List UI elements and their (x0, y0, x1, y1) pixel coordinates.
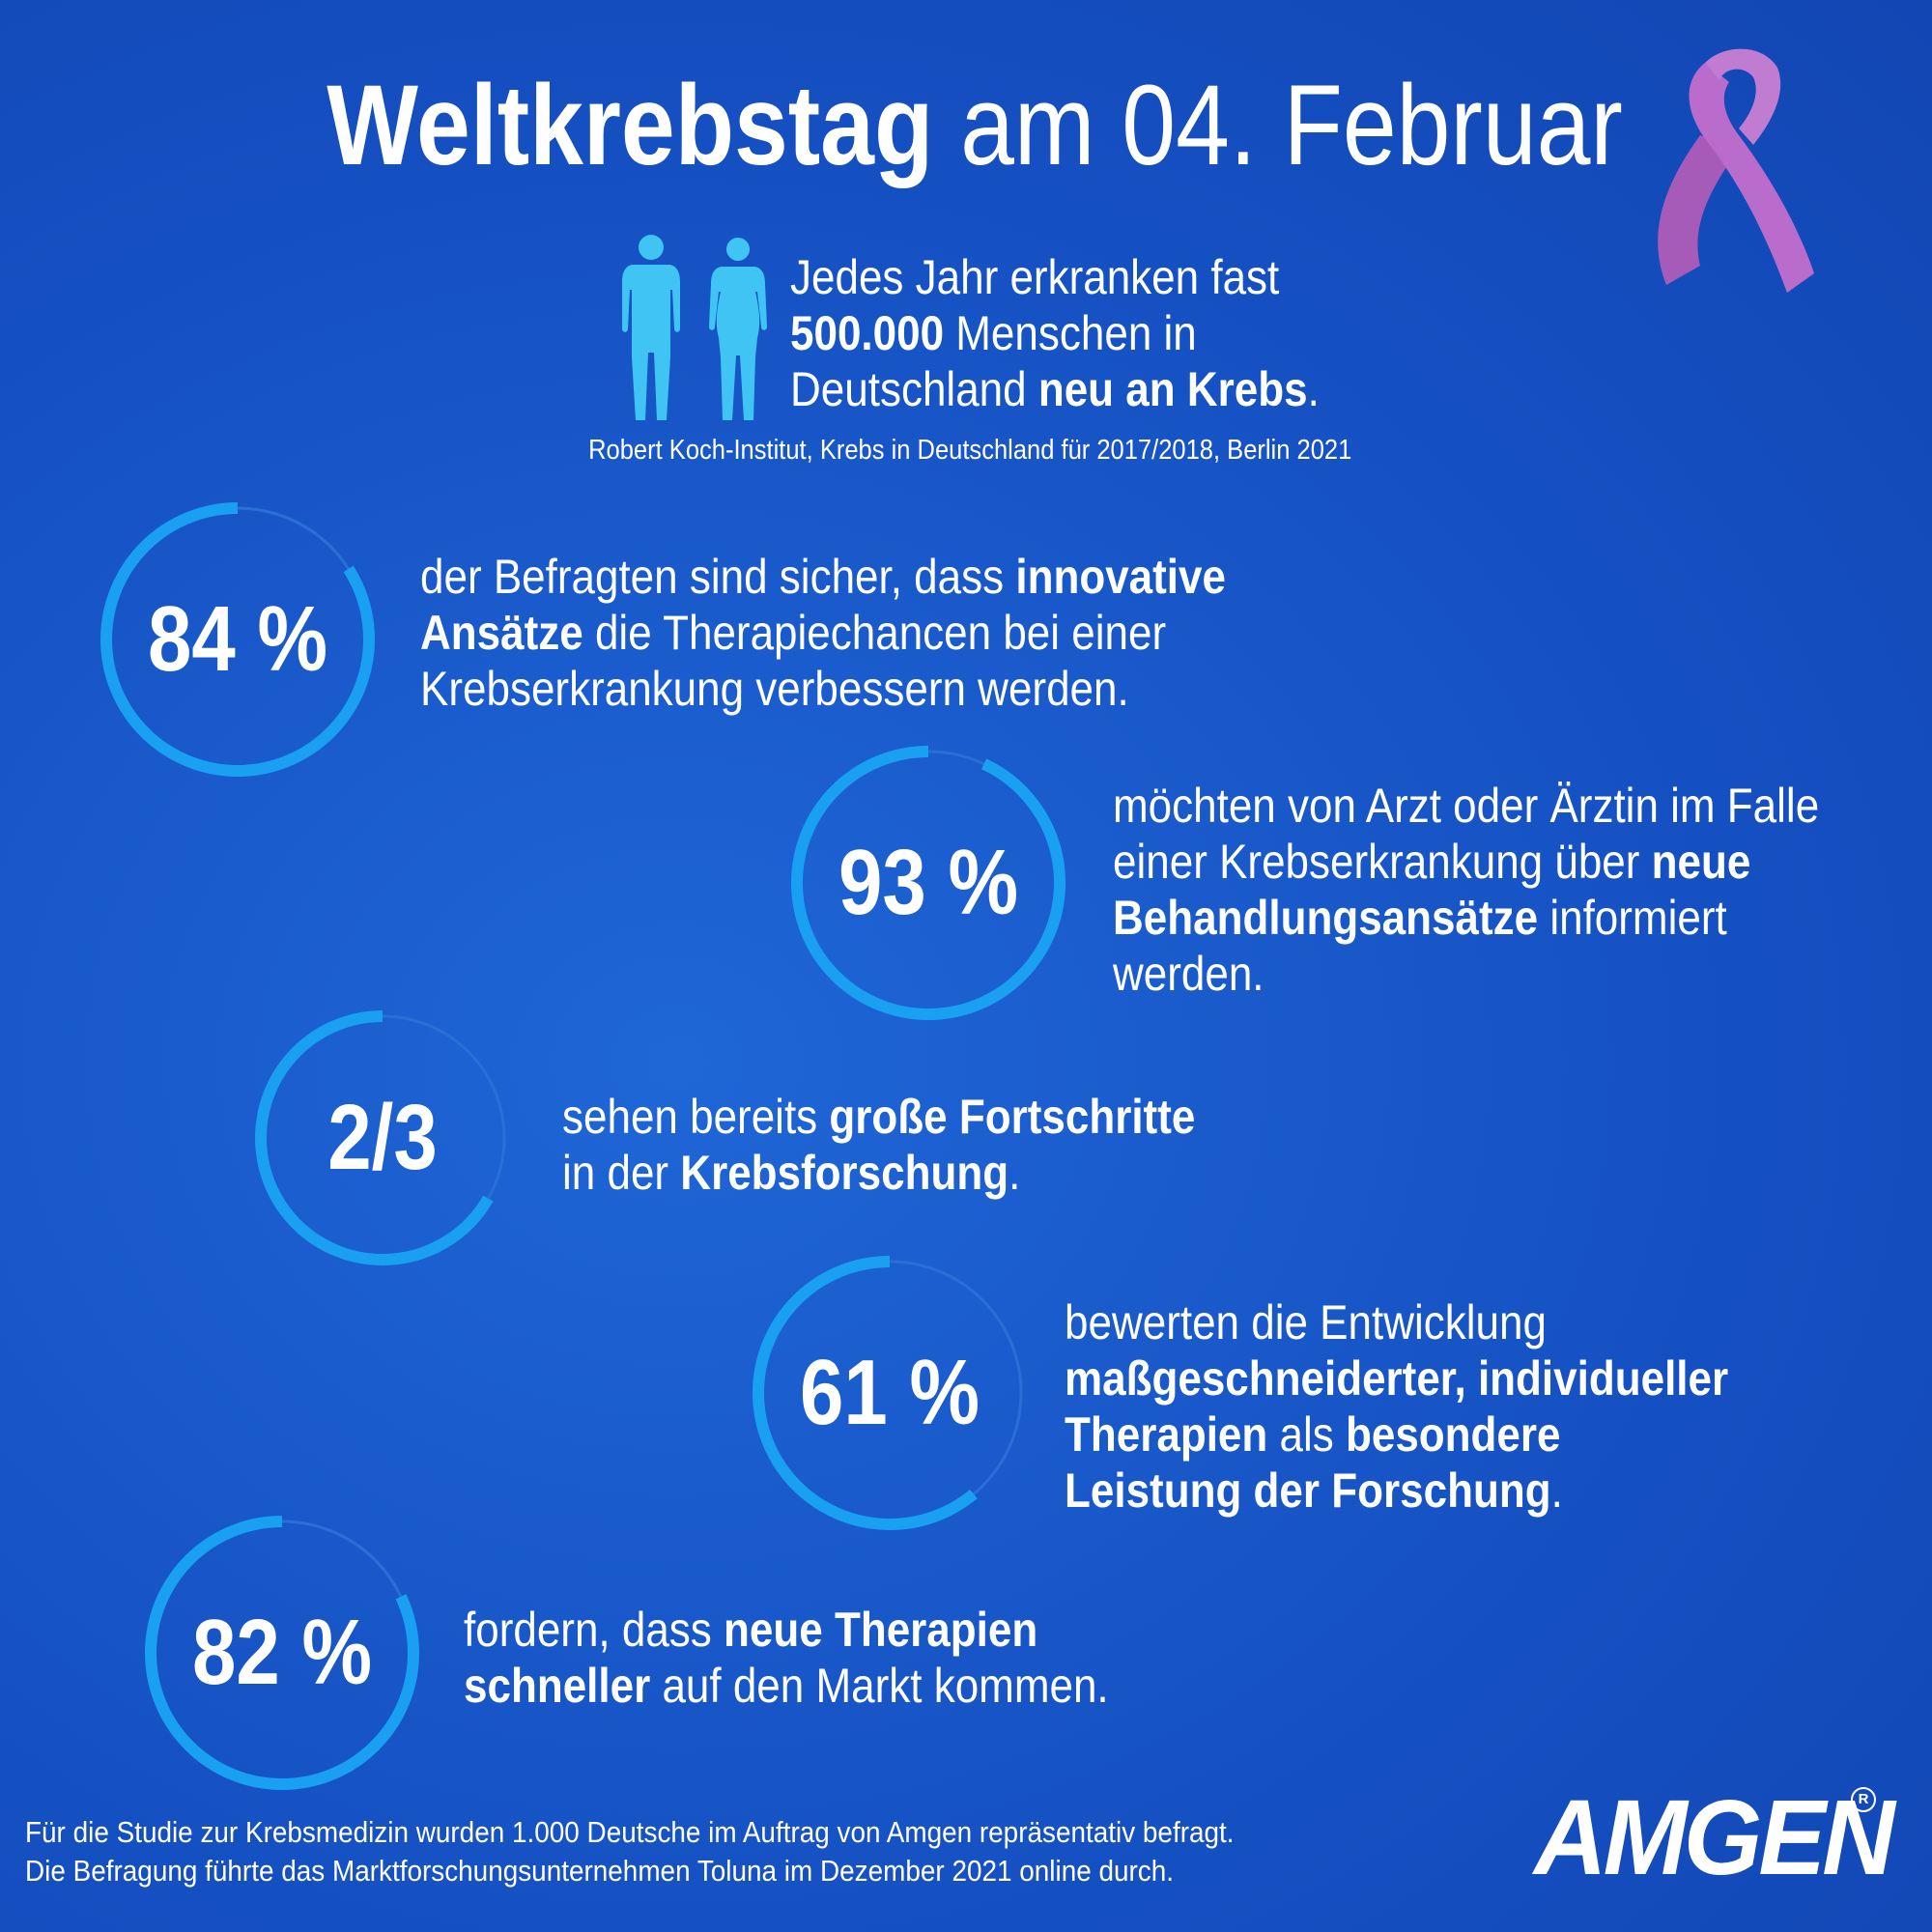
stat-61-l3-mid: als (1267, 1407, 1346, 1462)
intro-line-1: Jedes Jahr erkranken fast (790, 250, 1280, 304)
man-woman-silhouette-icon (622, 235, 767, 420)
stat-93-line-1: möchten von Arzt oder Ärztin im Falle (1113, 779, 1820, 833)
stat-23-line-2: in der Krebsforschung. (562, 1145, 1195, 1201)
stat-value-61: 61 % (800, 1341, 980, 1444)
stat-23-l1-bold: große Fortschritte (829, 1090, 1196, 1144)
stat-61-line-1: bewerten die Entwicklung (1065, 1295, 1547, 1350)
stat-84-l2-bold: Ansätze (420, 606, 583, 660)
stat-84-line-2: Ansätze die Therapiechancen bei einer (420, 605, 1226, 661)
stat-text-two-thirds: sehen bereits große Fortschritte in der … (562, 1089, 1195, 1201)
stat-value-two-thirds: 2/3 (327, 1086, 438, 1189)
stat-93-line-4: werden. (1113, 947, 1264, 1001)
stat-text-84: der Befragten sind sicher, dass innovati… (420, 549, 1226, 717)
intro-text: Jedes Jahr erkranken fast 500.000 Mensch… (790, 249, 1320, 417)
intro-line-2-rest: Menschen in (944, 306, 1197, 360)
stat-ring-84-graphic (100, 502, 375, 777)
stat-61-line-3: Therapien als besondere (1065, 1406, 1728, 1463)
stat-82-l2-post: auf den Markt kommen. (650, 1659, 1109, 1713)
stat-text-93: möchten von Arzt oder Ärztin im Falle ei… (1113, 778, 1819, 1002)
stat-82-line-1: fordern, dass neue Therapien (464, 1602, 1109, 1658)
stat-text-82: fordern, dass neue Therapien schneller a… (464, 1602, 1109, 1714)
stat-84-l1-bold: innovative (1015, 550, 1226, 604)
stat-23-line-1: sehen bereits große Fortschritte (562, 1089, 1195, 1145)
registered-mark: R (1851, 1787, 1876, 1812)
stat-value-84: 84 % (148, 587, 327, 691)
stat-84-line-3: Krebserkrankung verbessern werden. (420, 662, 1129, 716)
stat-ring-61: 61 % (746, 1249, 1034, 1537)
stat-82-l1-bold: neue Therapien (724, 1603, 1038, 1657)
stat-93-l2-pre: einer Krebserkrankung über (1113, 835, 1652, 889)
stat-61-l3-bold2: besondere (1345, 1407, 1561, 1462)
stat-84-l1-pre: der Befragten sind sicher, dass (420, 550, 1016, 604)
stat-84-line-1: der Befragten sind sicher, dass innovati… (420, 549, 1226, 605)
stat-61-line-4: Leistung der Forschung. (1065, 1463, 1728, 1519)
stat-ring-84: 84 % (94, 496, 382, 783)
stat-23-l2-pre: in der (562, 1146, 681, 1200)
stat-93-l3-bold: Behandlungsansätze (1113, 891, 1539, 945)
title-bold: Weltkrebstag (327, 62, 934, 189)
intro-line-3: Deutschland neu an Krebs. (790, 361, 1320, 417)
intro-line-3-post: . (1307, 362, 1320, 416)
footer-line-2: Die Befragung führte das Marktforschungs… (25, 1854, 1175, 1888)
stat-23-l1-pre: sehen bereits (562, 1090, 830, 1144)
stat-ring-two-thirds-graphic (255, 1010, 510, 1265)
intro-number: 500.000 (790, 306, 945, 360)
stat-value-93: 93 % (838, 831, 1018, 934)
stat-ring-82: 82 % (138, 1509, 426, 1797)
amgen-logo: AMGEN (1534, 1778, 1895, 1897)
intro-line-2: 500.000 Menschen in (790, 305, 1320, 361)
stat-93-line-3: Behandlungsansätze informiert (1113, 890, 1819, 946)
stat-ring-93: 93 % (784, 739, 1072, 1027)
stat-84-l2-post: die Therapiechancen bei einer (582, 606, 1167, 660)
stat-93-l3-post: informiert (1538, 891, 1727, 945)
stat-ring-82-graphic (145, 1516, 419, 1790)
intro-line-3-bold: neu an Krebs (1037, 362, 1308, 416)
stat-61-l3-bold: Therapien (1065, 1407, 1268, 1462)
stat-61-l2-bold: maßgeschneiderter, individueller (1065, 1351, 1729, 1406)
intro-line-3-pre: Deutschland (790, 362, 1038, 416)
stat-23-l2-post: . (1009, 1146, 1021, 1200)
stat-value-82: 82 % (192, 1601, 372, 1704)
stat-82-line-2: schneller auf den Markt kommen. (464, 1658, 1109, 1714)
page-title: Weltkrebstag am 04. Februar (154, 58, 1796, 193)
stat-text-61: bewerten die Entwicklung maßgeschneidert… (1065, 1294, 1728, 1519)
stat-23-l2-bold: Krebsforschung (680, 1146, 1009, 1200)
stat-61-l4-post: . (1550, 1463, 1563, 1518)
source-citation: Robert Koch-Institut, Krebs in Deutschla… (588, 435, 1352, 466)
footer-line-1: Für die Studie zur Krebsmedizin wurden 1… (25, 1815, 1235, 1849)
stat-ring-two-thirds: 2/3 (249, 1005, 516, 1271)
footer-note: Für die Studie zur Krebsmedizin wurden 1… (25, 1813, 1235, 1890)
stat-61-l4-bold: Leistung der Forschung (1065, 1463, 1551, 1518)
title-rest: am 04. Februar (960, 62, 1623, 189)
stat-ring-93-graphic (791, 746, 1065, 1020)
stat-82-l2-bold: schneller (464, 1659, 651, 1713)
stat-82-l1-pre: fordern, dass (464, 1603, 724, 1657)
stat-93-l2-bold: neue (1651, 835, 1751, 889)
awareness-ribbon-icon (1658, 48, 1814, 293)
stat-93-line-2: einer Krebserkrankung über neue (1113, 834, 1819, 890)
stat-ring-61-graphic (753, 1256, 1027, 1530)
stat-61-line-2: maßgeschneiderter, individueller (1065, 1350, 1728, 1406)
